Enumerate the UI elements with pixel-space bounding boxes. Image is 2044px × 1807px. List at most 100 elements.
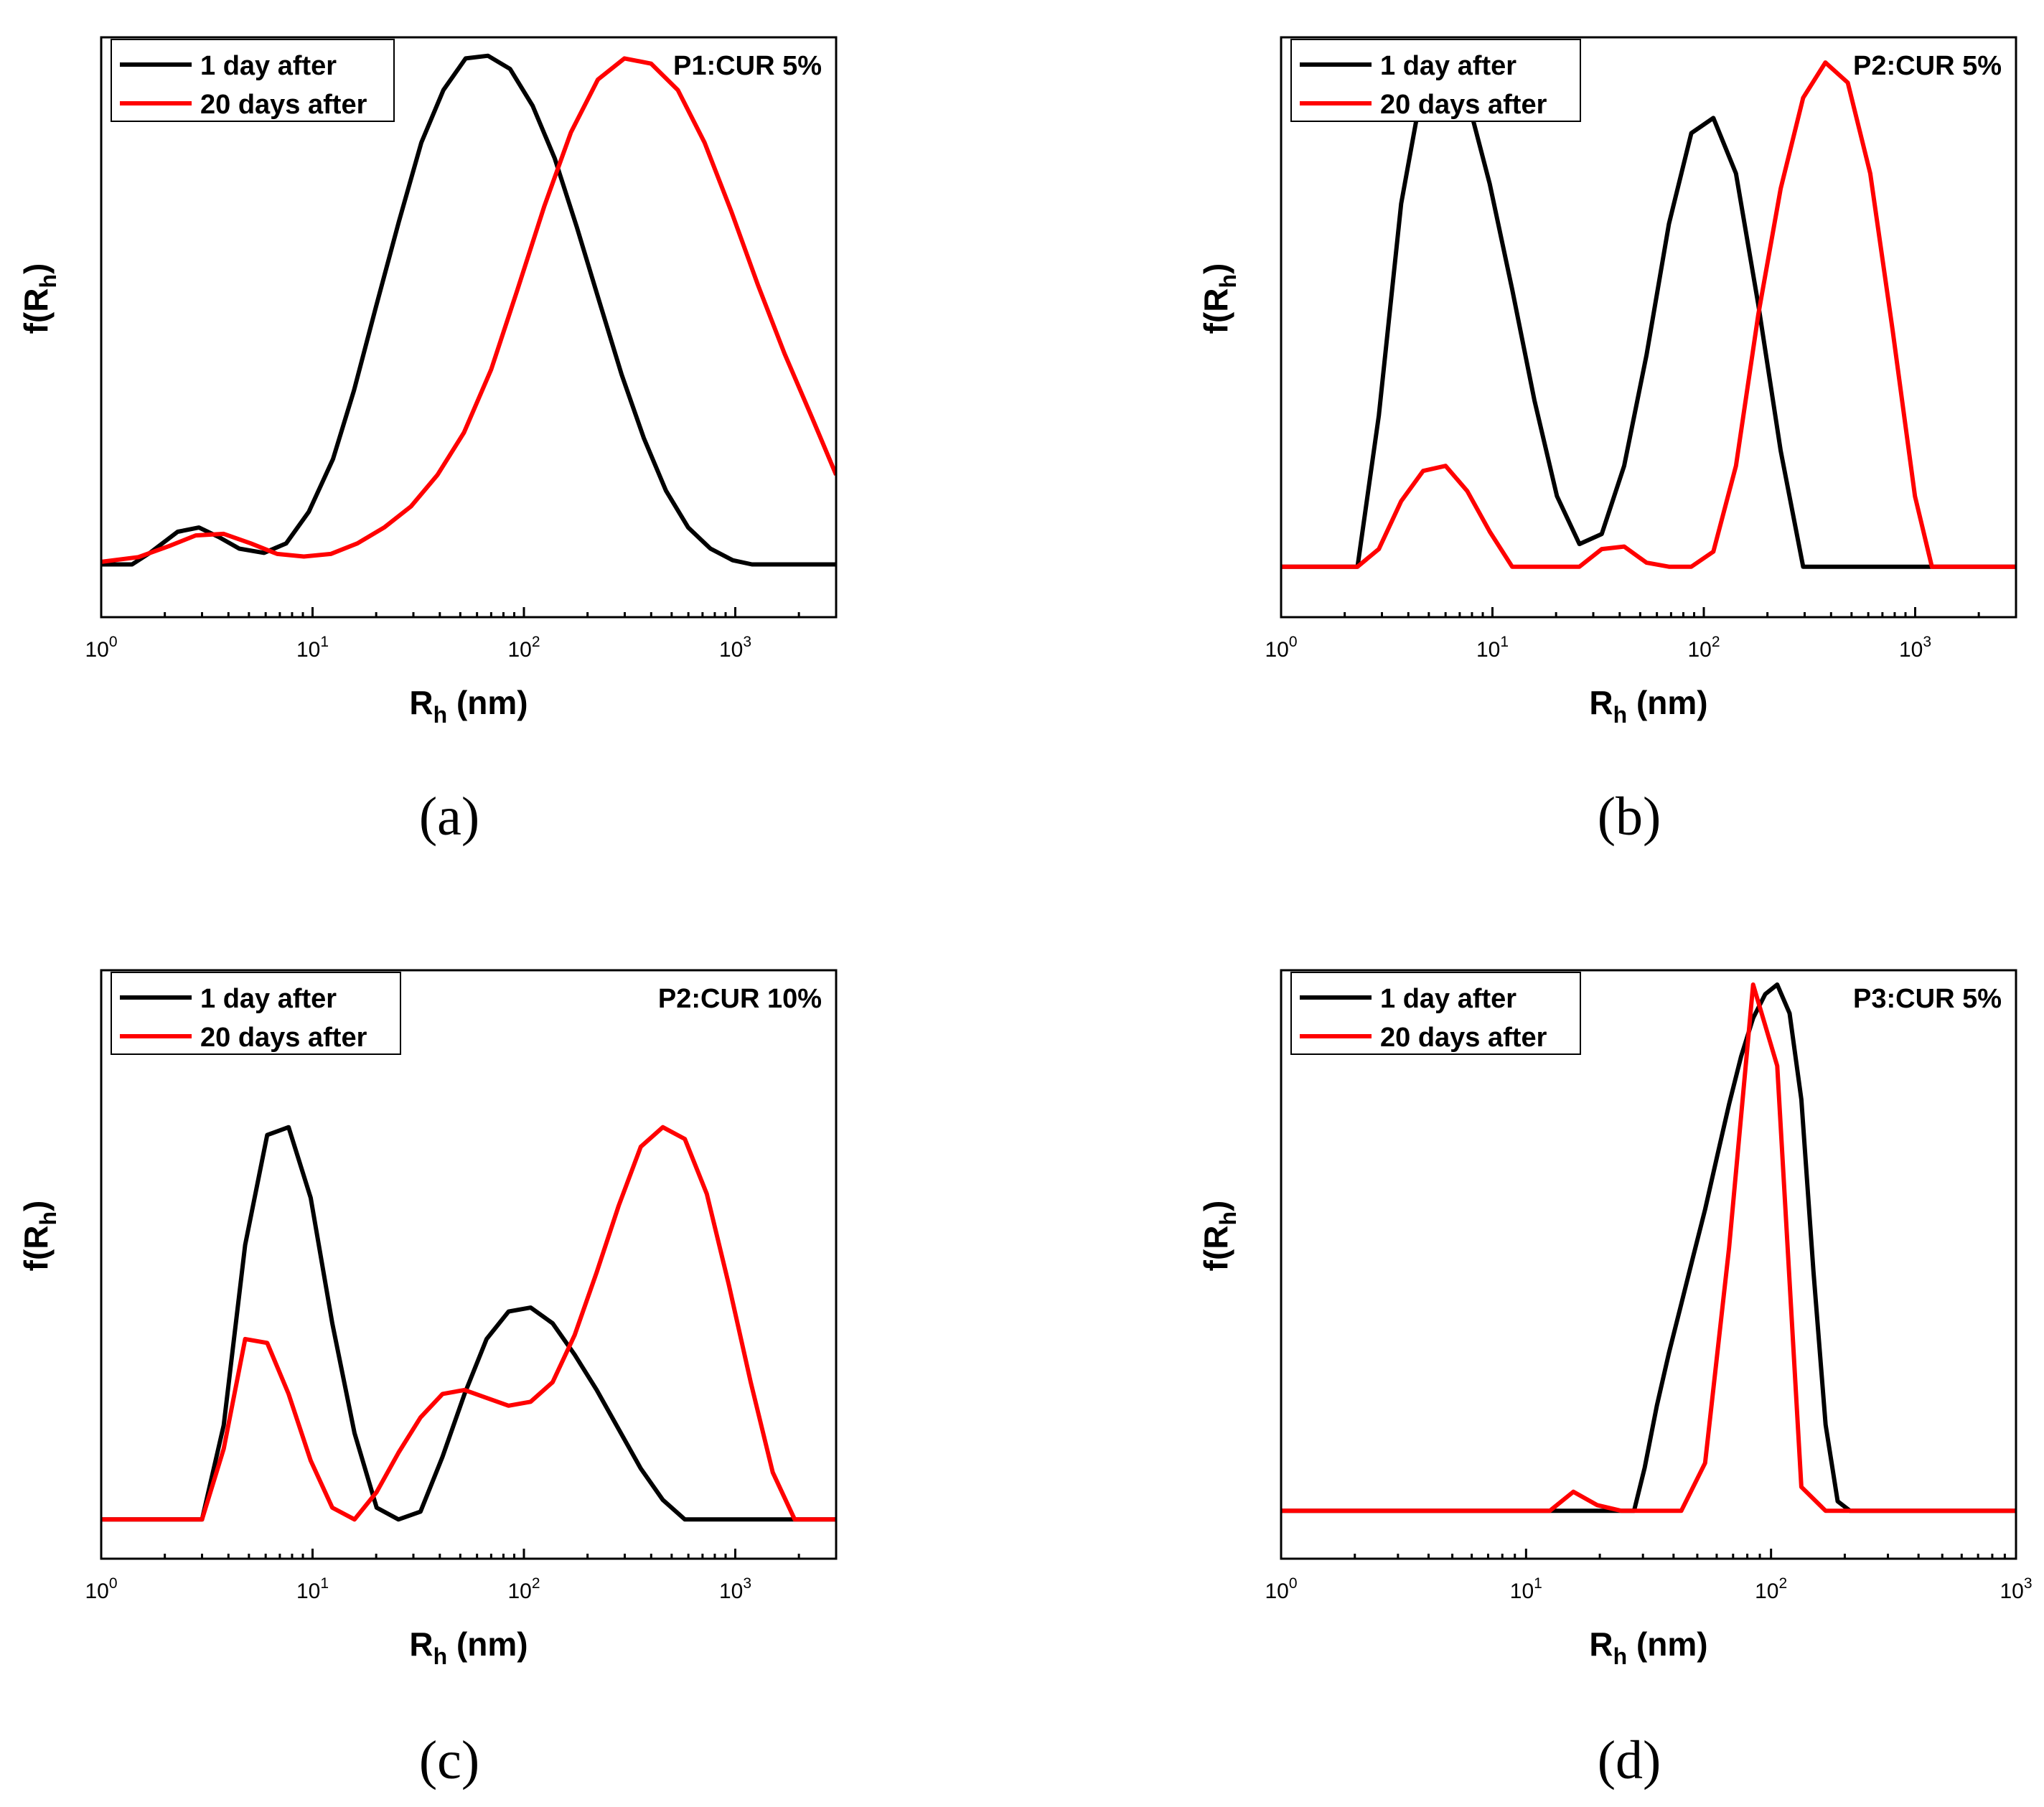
x-tick-label: 101	[1510, 1575, 1542, 1603]
legend: 1 day after 20 days after	[1290, 972, 1581, 1055]
x-tick-label: 101	[296, 1575, 329, 1603]
x-tick-label-exponent: 1	[320, 1575, 329, 1592]
y-axis-label-main: f(R	[17, 288, 55, 334]
y-axis-label: f(Rh)	[1197, 263, 1241, 334]
x-tick-label-exponent: 0	[1289, 1575, 1298, 1592]
x-tick-label: 100	[1265, 1575, 1297, 1603]
y-axis-label: f(Rh)	[17, 263, 61, 334]
x-tick-label: 101	[296, 634, 329, 662]
x-axis-label-subscript: h	[1613, 702, 1628, 728]
x-axis-label-unit: (nm)	[1627, 684, 1707, 721]
x-tick-label-exponent: 1	[1500, 634, 1509, 650]
x-tick-label-base: 10	[507, 1580, 531, 1603]
x-axis-label-main: R	[409, 1625, 433, 1663]
x-tick-label-exponent: 2	[532, 1575, 540, 1592]
x-axis-label-subscript: h	[1613, 1643, 1628, 1669]
x-tick-label-exponent: 0	[109, 634, 118, 650]
x-axis-label: Rh (nm)	[1589, 1625, 1707, 1669]
x-axis-label: Rh (nm)	[1589, 684, 1707, 728]
y-axis-label: f(Rh)	[1197, 1201, 1241, 1272]
chart-title: P3:CUR 5%	[1853, 984, 2002, 1014]
x-tick-label-exponent: 1	[1534, 1575, 1542, 1592]
legend: 1 day after 20 days after	[1290, 39, 1581, 122]
plot-frame	[100, 36, 838, 619]
series-line-twenty-days	[101, 56, 836, 564]
y-axis-label-subscript: h	[35, 1211, 61, 1226]
x-tick-label-base: 10	[1755, 1580, 1778, 1603]
panel-label-b: (b)	[1597, 787, 1661, 847]
x-tick-label-base: 10	[1476, 638, 1500, 662]
x-tick-label-exponent: 2	[532, 634, 540, 650]
legend-box	[111, 972, 401, 1055]
y-axis-label-close: )	[17, 1201, 55, 1211]
x-tick-label: 103	[719, 1575, 751, 1603]
x-tick-label: 100	[1265, 634, 1297, 662]
legend-box	[1290, 39, 1581, 122]
x-tick-label: 103	[1899, 634, 1931, 662]
x-tick-label-exponent: 2	[1712, 634, 1720, 650]
x-tick-label-base: 10	[719, 638, 743, 662]
x-tick-label-exponent: 1	[320, 634, 329, 650]
series-line-twenty-days	[1281, 982, 2016, 1513]
legend-label-twenty-days: 20 days after	[200, 90, 367, 120]
legend-box	[1290, 972, 1581, 1055]
x-axis-label-subscript: h	[433, 1643, 448, 1669]
panel-label-c: (c)	[418, 1730, 480, 1790]
x-axis-label-unit: (nm)	[1627, 1625, 1707, 1663]
x-tick-label-base: 10	[296, 638, 320, 662]
x-tick-label: 101	[1476, 634, 1509, 662]
x-axis-label-subscript: h	[433, 702, 448, 728]
x-tick-label-base: 10	[85, 638, 108, 662]
x-tick-label-base: 10	[1687, 638, 1711, 662]
x-tick-label-base: 10	[1510, 1580, 1534, 1603]
x-tick-label-exponent: 3	[1923, 634, 1931, 650]
y-axis-label-subscript: h	[1215, 1211, 1241, 1226]
x-axis-label: Rh (nm)	[409, 684, 528, 728]
panel-label-a: (a)	[418, 787, 480, 847]
plot-frame	[1280, 36, 2017, 619]
x-tick-label: 100	[85, 1575, 117, 1603]
legend: 1 day after 20 days after	[111, 39, 395, 122]
plot-frame	[100, 969, 838, 1560]
x-axis-label-unit: (nm)	[447, 684, 528, 721]
y-axis-label: f(Rh)	[17, 1201, 61, 1272]
legend-label-one-day: 1 day after	[1380, 51, 1516, 81]
y-axis-label-subscript: h	[1215, 274, 1241, 288]
legend-label-one-day: 1 day after	[1380, 984, 1516, 1014]
series-line-one-day	[101, 53, 836, 567]
x-tick-label-exponent: 2	[1779, 1575, 1788, 1592]
y-axis-label-main: f(R	[1197, 288, 1234, 334]
x-tick-label-base: 10	[1265, 1580, 1288, 1603]
x-tick-label-base: 10	[1265, 638, 1288, 662]
series-line-twenty-days	[1281, 60, 2016, 569]
legend-label-one-day: 1 day after	[200, 51, 337, 81]
series-line-one-day	[101, 1125, 836, 1522]
legend-label-one-day: 1 day after	[200, 984, 337, 1014]
x-tick-label-exponent: 3	[2024, 1575, 2033, 1592]
x-tick-label-exponent: 3	[743, 634, 751, 650]
chart-title: P1:CUR 5%	[673, 51, 822, 81]
y-axis-label-main: f(R	[17, 1226, 55, 1272]
x-tick-label: 102	[1755, 1575, 1787, 1603]
chart-title: P2:CUR 10%	[658, 984, 822, 1014]
y-axis-label-close: )	[17, 263, 55, 274]
x-tick-label-exponent: 0	[109, 1575, 118, 1592]
x-tick-label-base: 10	[296, 1580, 320, 1603]
x-axis-label-unit: (nm)	[447, 1625, 528, 1663]
series-line-one-day	[1281, 60, 2016, 569]
x-tick-label-base: 10	[507, 638, 531, 662]
series-line-one-day	[1281, 982, 2016, 1513]
x-tick-label: 100	[85, 634, 117, 662]
legend-label-twenty-days: 20 days after	[1380, 90, 1547, 120]
legend-box	[111, 39, 395, 122]
legend-label-twenty-days: 20 days after	[1380, 1023, 1547, 1053]
x-tick-label-base: 10	[1899, 638, 1923, 662]
series-line-twenty-days	[101, 1125, 836, 1522]
y-axis-label-close: )	[1197, 263, 1234, 274]
legend-label-twenty-days: 20 days after	[200, 1023, 367, 1053]
y-axis-label-main: f(R	[1197, 1226, 1234, 1272]
x-axis-label-main: R	[1589, 684, 1613, 721]
